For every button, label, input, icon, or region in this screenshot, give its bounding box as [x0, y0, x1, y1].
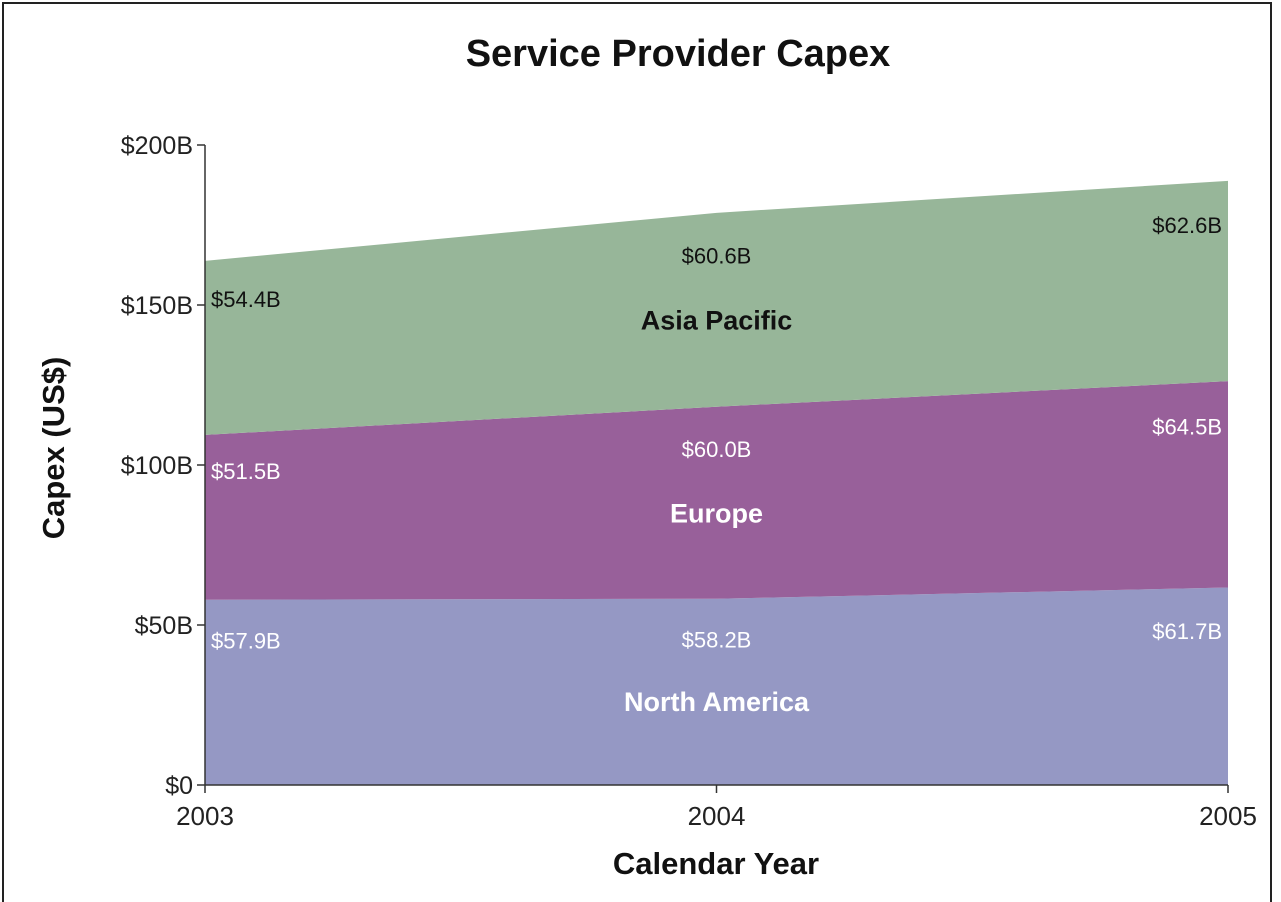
- y-tick-label: $50B: [135, 612, 193, 640]
- x-tick-label: 2005: [1199, 801, 1257, 831]
- data-label: $60.0B: [682, 437, 752, 462]
- y-tick-label: $200B: [121, 132, 193, 160]
- y-tick-label: $100B: [121, 452, 193, 480]
- area-europe: [205, 381, 1228, 600]
- x-tick-label: 2004: [688, 801, 746, 831]
- series-name-label: Europe: [670, 498, 763, 528]
- data-label: $62.6B: [1152, 213, 1222, 238]
- data-label: $64.5B: [1152, 415, 1222, 440]
- series-name-label: Asia Pacific: [641, 305, 793, 335]
- area-north-america: [205, 587, 1228, 785]
- x-axis-label: Calendar Year: [613, 846, 819, 881]
- data-label: $57.9B: [211, 628, 281, 653]
- data-label: $58.2B: [682, 628, 752, 653]
- data-label: $61.7B: [1152, 619, 1222, 644]
- chart-title: Service Provider Capex: [466, 33, 891, 75]
- y-tick-label: $150B: [121, 292, 193, 320]
- data-label: $54.4B: [211, 287, 281, 312]
- x-tick-label: 2003: [176, 801, 234, 831]
- y-axis-label: Capex (US$): [36, 357, 71, 540]
- area-asia-pacific: [205, 180, 1228, 435]
- data-label: $60.6B: [682, 244, 752, 269]
- data-label: $51.5B: [211, 459, 281, 484]
- series-name-label: North America: [624, 687, 810, 717]
- y-tick-label: $0: [165, 772, 193, 800]
